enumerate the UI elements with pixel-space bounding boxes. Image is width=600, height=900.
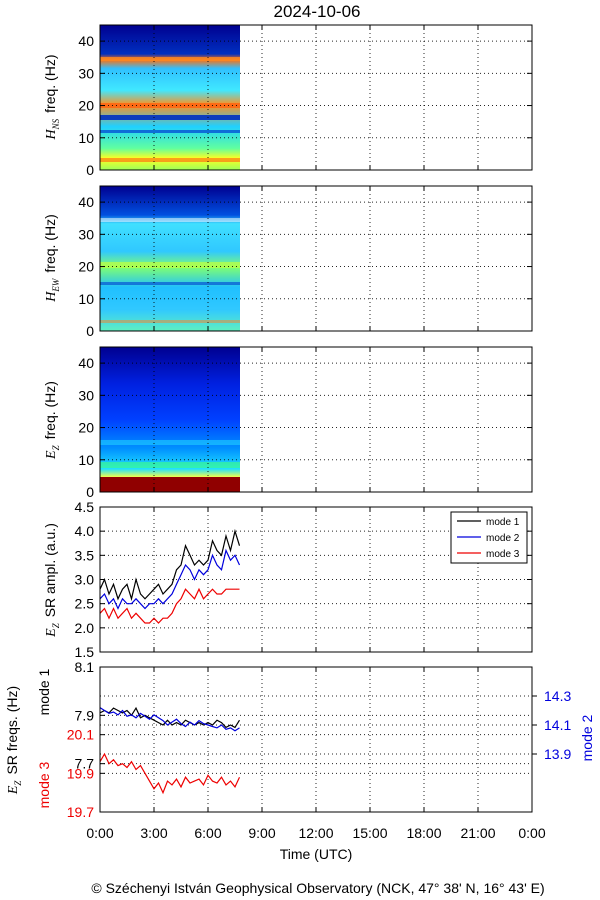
y-tick-label: 0 [86, 162, 94, 178]
spectrogram-ez: EZfreq. (Hz) [42, 346, 533, 493]
y-tick-label: 0 [86, 484, 94, 500]
y-tick-label: 30 [78, 65, 94, 81]
y-tick-label: 19.7 [67, 804, 94, 820]
amplitude-series-mode-2 [99, 548, 241, 610]
x-axis-label: Time (UTC) [280, 846, 353, 862]
amplitude-series-mode-1 [99, 528, 241, 602]
y-tick-label: 10 [78, 291, 94, 307]
frequency-series-mode-2 [99, 707, 240, 732]
y-tick-label: 2.5 [75, 596, 95, 612]
y-tick-label: 20 [78, 98, 94, 114]
y-tick-label: 10 [78, 130, 94, 146]
y-tick-label: 19.9 [67, 765, 94, 781]
y-tick-label: 14.1 [544, 717, 571, 733]
x-tick-label: 6:00 [194, 825, 221, 841]
mode-2-axis-label: mode 2 [579, 714, 595, 761]
x-tick-label: 3:00 [140, 825, 167, 841]
y-tick-label: 40 [78, 33, 94, 49]
y-tick-label: 3.5 [75, 547, 95, 563]
y-tick-label: 7.9 [75, 707, 95, 723]
y-tick-label: 4.0 [75, 523, 95, 539]
y-tick-label: 20 [78, 259, 94, 275]
spectrogram-hns-ylabel: HNSfreq. (Hz) [42, 55, 61, 141]
legend: mode 1 mode 2 mode 3 [450, 511, 528, 564]
y-tick-label: 10 [78, 452, 94, 468]
x-tick-label: 0:00 [518, 825, 545, 841]
spectrogram-ez-image [100, 347, 240, 492]
x-tick-label: 9:00 [248, 825, 275, 841]
x-tick-label: 15:00 [352, 825, 387, 841]
legend-mode-3: mode 3 [486, 549, 520, 560]
y-tick-label: 20 [78, 420, 94, 436]
amplitude-series-mode-3 [99, 587, 240, 624]
x-tick-label: 21:00 [460, 825, 495, 841]
amplitude-ylabel: EZSR ampl. (a.u.) [42, 523, 61, 638]
frequency-series-mode-1 [99, 706, 241, 729]
y-tick-label: 20.1 [67, 727, 94, 743]
legend-mode-2: mode 2 [486, 533, 520, 544]
spectrogram-ez-ylabel: EZfreq. (Hz) [42, 381, 61, 460]
y-tick-label: 30 [78, 387, 94, 403]
y-tick-label: 2.0 [75, 620, 95, 636]
y-tick-label: 0 [86, 323, 94, 339]
chart-title: 2024-10-06 [274, 2, 361, 21]
y-tick-label: 30 [78, 226, 94, 242]
spectrogram-hew-ylabel: HEWfreq. (Hz) [42, 214, 61, 302]
y-tick-label: 3.0 [75, 572, 95, 588]
mode-3-axis-label: mode 3 [36, 761, 52, 808]
mode-1-axis-label: mode 1 [36, 668, 52, 715]
spectrogram-hns: HNSfreq. (Hz) [42, 24, 533, 171]
spectrogram-hew: HEWfreq. (Hz) [42, 185, 533, 332]
x-tick-label: 18:00 [406, 825, 441, 841]
y-tick-label: 1.5 [75, 644, 95, 660]
x-tick-label: 0:00 [86, 825, 113, 841]
y-tick-label: 8.1 [75, 659, 95, 675]
amplitude-panel: EZSR ampl. (a.u.) mode 1 mode 2 mode 3 [42, 506, 533, 653]
spectrogram-hns-image [100, 25, 240, 170]
spectrogram-hew-image [100, 186, 240, 331]
footer-credit: © Széchenyi István Geophysical Observato… [91, 880, 544, 896]
y-tick-label: 13.9 [544, 746, 571, 762]
y-tick-label: 4.5 [75, 499, 95, 515]
y-tick-label: 14.3 [544, 688, 571, 704]
y-tick-label: 40 [78, 355, 94, 371]
frequency-series-mode-3 [99, 752, 241, 795]
x-tick-label: 12:00 [298, 825, 333, 841]
frequency-ylabel: EZSR freqs. (Hz) [4, 686, 23, 795]
y-tick-label: 7.7 [75, 756, 95, 772]
legend-mode-1: mode 1 [486, 517, 520, 528]
y-tick-label: 40 [78, 194, 94, 210]
